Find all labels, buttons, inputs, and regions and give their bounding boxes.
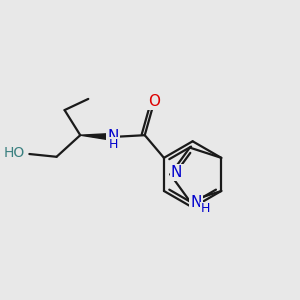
Text: HO: HO bbox=[4, 146, 25, 160]
Text: H: H bbox=[109, 138, 118, 151]
Text: N: N bbox=[108, 129, 119, 144]
Text: H: H bbox=[201, 202, 210, 215]
Text: O: O bbox=[148, 94, 160, 109]
Polygon shape bbox=[80, 134, 114, 140]
Text: N: N bbox=[190, 195, 202, 210]
Text: N: N bbox=[171, 165, 182, 180]
